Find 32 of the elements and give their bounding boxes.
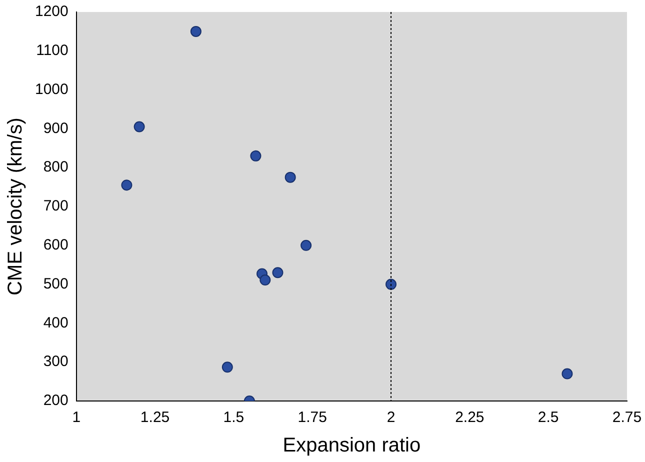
y-tick-label: 400	[43, 314, 68, 332]
x-tick-label: 1.75	[298, 409, 327, 426]
point	[222, 362, 233, 373]
y-tick-label: 800	[43, 158, 68, 176]
x-tick-label: 1	[72, 409, 81, 426]
point	[134, 121, 145, 132]
point	[250, 150, 262, 162]
point	[260, 274, 271, 286]
point	[300, 240, 312, 251]
point	[121, 180, 132, 191]
y-tick-label: 1200	[34, 3, 68, 20]
x-tick-label: 2	[386, 409, 396, 426]
y-tick-label: 600	[43, 236, 68, 254]
point	[272, 267, 284, 278]
x-tick-label: 1.5	[223, 409, 244, 426]
point	[386, 278, 397, 290]
x-axis-title: Expansion ratio	[282, 434, 421, 457]
y-tick-label: 900	[43, 120, 68, 137]
y-tick-label: 300	[43, 353, 68, 370]
y-tick-label: 1100	[36, 42, 68, 60]
x-tick-label: 2.25	[455, 409, 484, 426]
y-axis-title: CME velocity (km/s)	[4, 118, 27, 296]
x-tick-label: 1.25	[140, 409, 170, 426]
y-tick-label: 1000	[34, 80, 68, 98]
point	[284, 172, 296, 183]
point	[562, 368, 573, 380]
x-tick-label: 2.75	[612, 409, 642, 426]
y-tick-label: 700	[43, 198, 68, 215]
y-tick-label: 500	[43, 275, 68, 292]
y-tick-label: 200	[43, 392, 68, 410]
x-tick-label: 2.5	[538, 409, 559, 426]
point	[190, 26, 202, 37]
